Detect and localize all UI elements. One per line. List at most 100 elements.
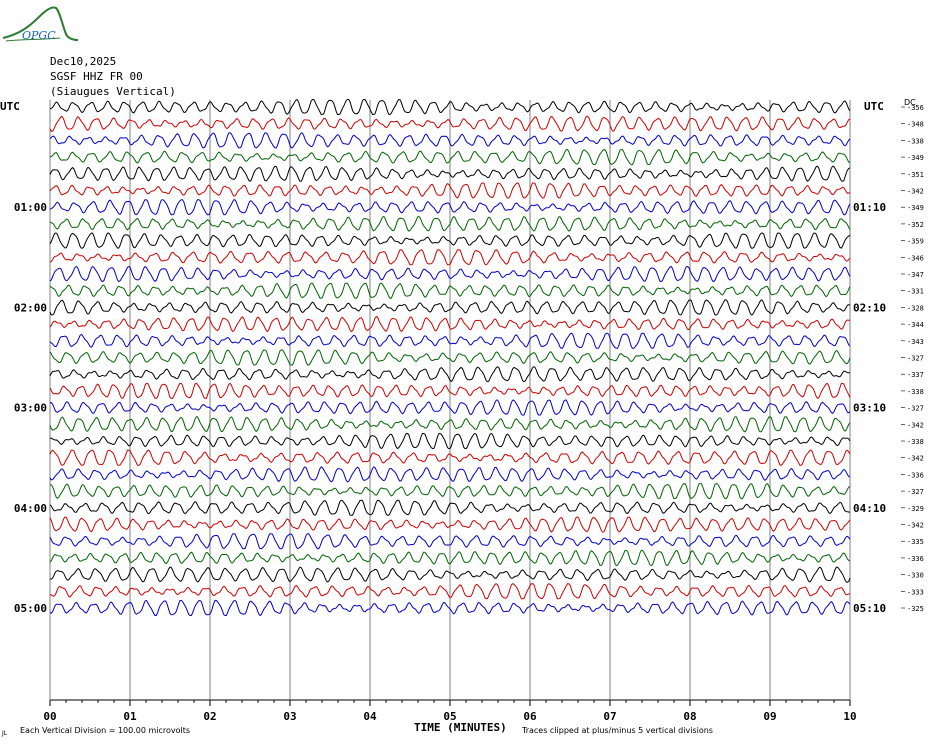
dc-offset-label: -327: [907, 405, 924, 413]
trace-24: [49, 483, 851, 500]
dc-label: DC: [904, 98, 916, 107]
trace-1: [49, 98, 851, 116]
left-hour-label: 04:00: [14, 502, 47, 515]
scale-note: Each Vertical Division = 100.00 microvol…: [20, 726, 191, 735]
left-hour-label: 02:00: [14, 301, 47, 314]
x-tick-label: 04: [363, 710, 377, 723]
trace-29: [49, 566, 851, 583]
dc-offset-label: -349: [907, 204, 924, 212]
trace-22: [49, 449, 851, 466]
trace-2: [49, 115, 851, 132]
x-tick-label: 02: [203, 710, 216, 723]
right-hour-label: 04:10: [853, 502, 886, 515]
left-hour-label: 01:00: [14, 201, 47, 214]
trace-3: [49, 132, 851, 149]
dc-offset-label: -338: [907, 438, 924, 446]
dc-offset-label: -338: [907, 388, 924, 396]
x-tick-label: 03: [283, 710, 296, 723]
right-hour-label: 03:10: [853, 402, 886, 415]
trace-10: [49, 249, 851, 266]
trace-23: [49, 466, 851, 483]
dc-offset-label: -333: [907, 588, 924, 596]
plot-date: Dec10,2025: [50, 55, 117, 68]
trace-13: [49, 299, 851, 316]
dc-offset-label: -352: [907, 221, 924, 229]
trace-30: [49, 583, 851, 600]
corner-mark: JL: [2, 730, 8, 737]
trace-4: [49, 148, 851, 166]
dc-offset-label: -335: [907, 538, 924, 546]
trace-14: [49, 315, 851, 333]
trace-19: [49, 399, 851, 416]
trace-26: [49, 516, 851, 533]
trace-group: [49, 98, 851, 617]
trace-18: [49, 382, 851, 400]
clip-note: Traces clipped at plus/minus 5 vertical …: [522, 726, 713, 735]
trace-12: [49, 282, 851, 299]
dc-offset-label: -336: [907, 555, 924, 563]
dc-offset-label: -342: [907, 522, 924, 530]
x-tick-label: 01: [123, 710, 137, 723]
dc-offset-label: -342: [907, 188, 924, 196]
left-hour-label: 05:00: [14, 602, 47, 615]
left-hour-label: 03:00: [14, 402, 47, 415]
dc-offset-label: -342: [907, 455, 924, 463]
right-hour-label: 02:10: [853, 301, 886, 314]
right-hour-label: 01:10: [853, 201, 886, 214]
left-timezone: UTC: [0, 100, 20, 113]
dc-offset-label: -327: [907, 488, 924, 496]
trace-8: [49, 215, 851, 232]
station-location: (Siaugues Vertical): [50, 85, 176, 98]
x-axis-title: TIME (MINUTES): [414, 721, 507, 734]
dc-offset-label: -346: [907, 254, 924, 262]
x-tick-label: 10: [843, 710, 856, 723]
trace-15: [49, 332, 851, 349]
dc-offset-label: -351: [907, 171, 924, 179]
dc-offset-label: -342: [907, 421, 924, 429]
dc-offset-label: -344: [907, 321, 924, 329]
dc-offset-label: -359: [907, 238, 924, 246]
dc-offset-label: -328: [907, 304, 924, 312]
dc-offset-label: -347: [907, 271, 924, 279]
station-code: SGSF HHZ FR 00: [50, 70, 143, 83]
trace-5: [49, 165, 851, 182]
dc-offset-label: -343: [907, 338, 924, 346]
dc-offset-label: -325: [907, 605, 924, 613]
trace-25: [49, 499, 851, 516]
dc-offset-label: -356: [907, 104, 924, 112]
dc-offset-label: -329: [907, 505, 924, 513]
trace-28: [49, 549, 851, 566]
trace-31: [49, 599, 851, 617]
axis-labels: 00 01 02 03 04 05 06 07 08 09 10 -356 -348 -338 -349 -3…: [14, 104, 924, 723]
x-tick-label: 06: [523, 710, 537, 723]
dc-offset-label: -349: [907, 154, 924, 162]
x-tick-label: 07: [603, 710, 616, 723]
dc-offset-label: -331: [907, 288, 924, 296]
logo-text: OPGC: [22, 29, 56, 42]
trace-27: [49, 533, 851, 550]
x-tick-label: 09: [763, 710, 776, 723]
dc-offset-label: -330: [907, 572, 924, 580]
trace-16: [49, 349, 851, 366]
trace-11: [49, 265, 851, 283]
dc-offset-label: -327: [907, 355, 924, 363]
dc-offset-label: -348: [907, 121, 924, 129]
opgc-logo: OPGC: [0, 4, 80, 44]
trace-9: [49, 232, 851, 249]
logo-swoosh-icon: [2, 6, 79, 42]
right-timezone: UTC: [864, 100, 884, 113]
dc-offset-label: -336: [907, 471, 924, 479]
trace-20: [49, 416, 851, 433]
right-hour-label: 05:10: [853, 602, 886, 615]
x-tick-label: 08: [683, 710, 696, 723]
trace-21: [49, 432, 851, 450]
trace-6: [49, 182, 851, 199]
grid-lines: [49, 100, 905, 706]
trace-7: [49, 199, 851, 216]
x-tick-label: 00: [43, 710, 56, 723]
dc-offset-label: -337: [907, 371, 924, 379]
dc-offset-label: -338: [907, 137, 924, 145]
trace-17: [49, 366, 850, 383]
x-tick-label: 05: [443, 710, 456, 723]
